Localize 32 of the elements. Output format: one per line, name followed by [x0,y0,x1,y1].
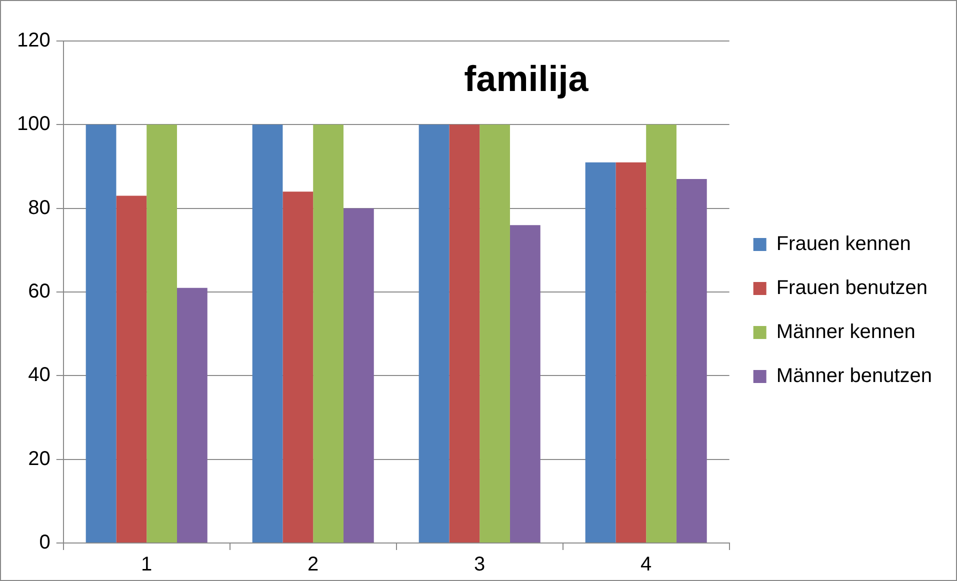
bar [313,124,344,542]
bar [86,124,116,542]
bar [177,288,208,542]
bar [480,124,510,542]
bar [676,179,707,542]
bar [252,124,283,542]
bar [282,192,314,542]
y-tick-label: 40 [28,364,50,386]
bar [616,162,646,542]
bar [449,124,480,542]
bar [343,208,374,542]
legend-label: Frauen benutzen [776,277,928,300]
y-tick-label: 80 [28,196,50,219]
text: familija [464,58,590,99]
y-tick-label: 20 [28,448,50,470]
y-tick-label: 0 [39,532,50,554]
x-tick-label: 1 [141,554,152,576]
legend-label: Frauen kennen [776,233,911,256]
bar [116,196,147,542]
legend-label: Männer benutzen [776,365,932,388]
legend-label: Männer kennen [776,321,916,344]
x-tick-label: 4 [640,554,652,576]
bar [418,124,450,542]
x-tick-label: 2 [308,554,319,576]
bar [646,124,676,542]
y-tick-label: 60 [28,280,50,303]
y-tick-label: 100 [16,113,50,136]
bar [585,162,616,542]
bar [146,124,177,542]
bar [510,225,540,542]
y-tick-label: 120 [16,30,50,52]
x-tick-label: 3 [474,554,486,576]
